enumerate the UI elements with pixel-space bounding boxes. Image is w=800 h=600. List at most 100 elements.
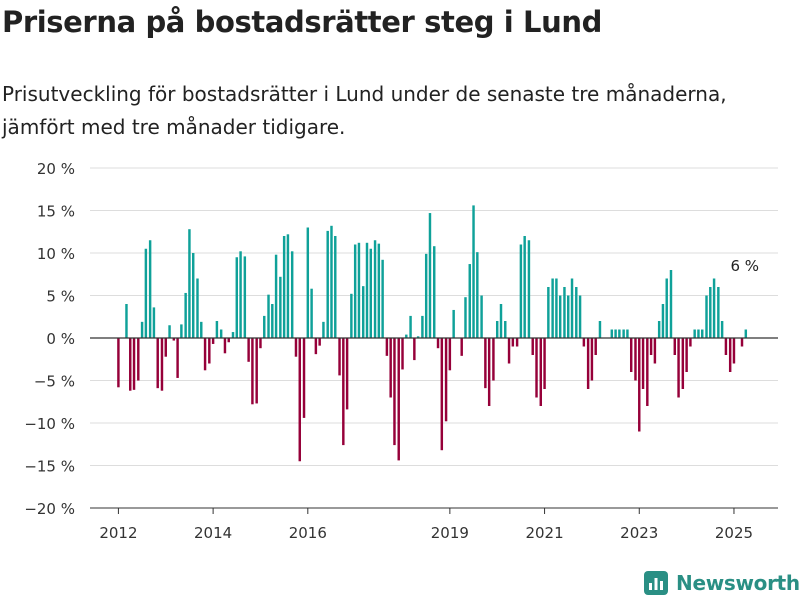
data-bar (200, 321, 203, 338)
data-bar (164, 338, 167, 357)
data-bar (448, 338, 452, 371)
data-bar (436, 338, 440, 349)
data-bar (140, 321, 144, 338)
data-bar (641, 338, 645, 389)
x-tick-label: 2012 (99, 524, 137, 542)
data-bar (673, 338, 676, 355)
data-bar (665, 278, 668, 338)
x-tick-label: 2014 (194, 524, 232, 542)
y-tick-label: 15 % (37, 203, 75, 221)
data-bar (515, 338, 519, 347)
data-bar (728, 338, 732, 372)
data-bar (247, 338, 250, 362)
data-bar (476, 252, 479, 338)
data-bar (286, 234, 290, 338)
bar-chart: 20 % 15 % 10 % 5 % 0 % −5 % −10 % −15 % −20 % 201… (24, 160, 778, 542)
data-bar (535, 338, 538, 398)
x-tick-label: 2025 (715, 524, 753, 542)
data-bar (705, 295, 708, 338)
data-bar (421, 315, 424, 338)
data-bar (310, 288, 313, 338)
data-bar (744, 329, 748, 338)
data-bar (732, 338, 736, 364)
data-bar (279, 276, 282, 338)
data-bar (539, 338, 542, 406)
data-bar (203, 338, 207, 371)
data-bar (626, 329, 629, 338)
data-bar (251, 338, 254, 405)
data-bar (681, 338, 685, 389)
data-bar (322, 321, 325, 338)
data-bar (669, 270, 673, 338)
data-bar (614, 329, 617, 338)
data-bar (290, 251, 294, 338)
data-bar (558, 295, 562, 338)
chart-title: Priserna på bostadsrätter steg i Lund (2, 5, 602, 39)
data-bar (211, 338, 215, 344)
data-bar (724, 338, 728, 355)
data-bar (326, 230, 329, 338)
data-bar (717, 287, 720, 338)
data-bar (413, 338, 416, 361)
data-bar (551, 278, 554, 338)
data-bar (480, 295, 483, 338)
data-bar (192, 253, 195, 338)
data-bar (298, 338, 301, 462)
data-bar (590, 338, 594, 381)
data-bar (555, 278, 558, 338)
data-bar (397, 338, 400, 461)
data-bar (638, 338, 641, 432)
data-bar (180, 324, 183, 338)
data-bar (685, 338, 688, 372)
data-bar (156, 338, 159, 389)
data-bar (132, 338, 136, 390)
axes (90, 337, 778, 514)
data-bar (452, 309, 455, 338)
tick-labels: 20 % 15 % 10 % 5 % 0 % −5 % −10 % −15 % −20 % 201… (24, 160, 753, 542)
data-bar (389, 338, 392, 398)
y-tick-label: 0 % (46, 330, 75, 348)
data-bar (373, 240, 377, 338)
data-bar (231, 332, 235, 338)
data-bar (314, 338, 318, 355)
data-bar (338, 338, 341, 376)
data-bar (598, 321, 602, 338)
data-bar (693, 329, 696, 338)
data-bar (428, 213, 432, 338)
data-bar (504, 321, 507, 338)
data-bar (657, 321, 661, 338)
data-bar (184, 292, 187, 338)
y-tick-label: −10 % (24, 415, 75, 433)
data-bar (259, 338, 262, 349)
y-tick-label: 10 % (37, 245, 75, 263)
data-bar (152, 307, 156, 338)
data-bar (519, 244, 523, 338)
data-bar (267, 294, 270, 338)
data-bar (282, 236, 286, 338)
data-bar (594, 338, 597, 355)
newsworthy-logo-icon (644, 571, 668, 595)
data-bar (618, 329, 621, 338)
data-bar (176, 338, 179, 378)
data-bar (235, 257, 239, 338)
data-bar (350, 293, 353, 338)
data-bar (342, 338, 345, 446)
data-bar (334, 236, 337, 338)
data-bar (487, 338, 491, 406)
data-bar (460, 338, 463, 356)
data-bar (570, 278, 574, 338)
data-bar (709, 287, 712, 338)
data-bar (405, 334, 408, 338)
data-bar (433, 246, 436, 338)
data-bar (440, 338, 444, 451)
data-bar (701, 329, 704, 338)
data-bar (361, 286, 365, 338)
data-bar (137, 338, 140, 381)
data-bar (586, 338, 590, 389)
data-bar (712, 278, 716, 338)
y-tick-label: 20 % (37, 160, 75, 178)
data-bar (653, 338, 657, 364)
data-bar (578, 295, 582, 338)
data-bar (527, 240, 531, 338)
data-bar (215, 321, 219, 338)
